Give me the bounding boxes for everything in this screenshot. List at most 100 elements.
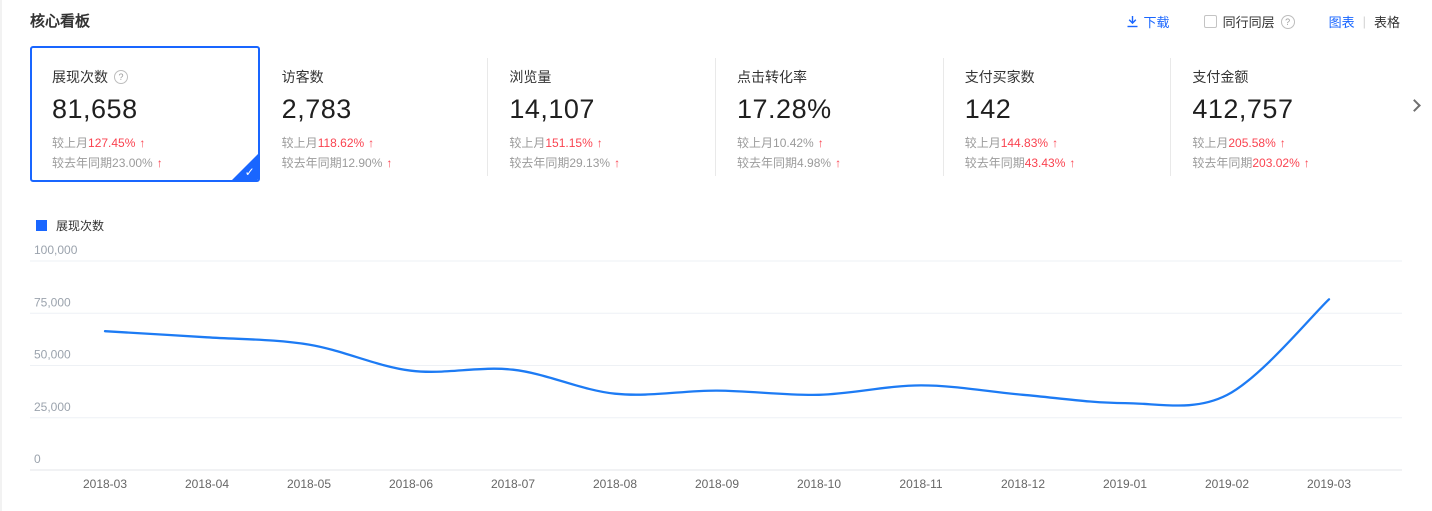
change-label: 较去年同期 xyxy=(737,156,798,170)
change-label: 较去年同期 xyxy=(1192,156,1253,170)
change-label: 较上月 xyxy=(964,136,1001,150)
metric-title: 支付买家数 xyxy=(964,69,1035,85)
change-label: 较上月 xyxy=(1192,136,1229,150)
metric-change-mom: 较上月10.42% ↑ xyxy=(737,134,943,151)
x-axis-tick-label: 2018-04 xyxy=(185,477,229,491)
change-label: 较上月 xyxy=(737,136,774,150)
arrow-up-icon: ↑ xyxy=(835,156,842,170)
change-label: 较去年同期 xyxy=(281,156,342,170)
metric-change-yoy: 较去年同期43.43% ↑ xyxy=(965,154,1171,171)
arrow-up-icon: ↑ xyxy=(1069,156,1076,170)
impressions-trend-line xyxy=(103,298,1331,407)
metric-card-impressions[interactable]: 展现次数? 81,658 较上月127.45% ↑ 较去年同期23.00% ↑ ✓ xyxy=(30,46,260,182)
x-axis-tick-label: 2019-01 xyxy=(1103,477,1147,491)
metric-title: 浏览量 xyxy=(509,69,552,85)
toolbar: 下载 同行同层 ? 图表 | 表格 xyxy=(1126,12,1400,31)
change-value: 23.00% xyxy=(112,156,153,170)
x-axis-tick-label: 2018-03 xyxy=(83,477,127,491)
trend-chart[interactable]: 0 25,000 50,000 75,000 100,000 2018-03 2018-04… xyxy=(30,238,1402,506)
arrow-up-icon: ↑ xyxy=(1279,136,1286,150)
legend-label: 展现次数 xyxy=(56,219,105,233)
arrow-up-icon: ↑ xyxy=(1052,136,1059,150)
x-axis-tick-label: 2018-12 xyxy=(1001,477,1045,491)
metric-change-yoy: 较去年同期23.00% ↑ xyxy=(52,154,258,171)
metric-title: 展现次数 xyxy=(52,69,108,85)
x-axis-tick-label: 2018-09 xyxy=(695,477,739,491)
download-label: 下载 xyxy=(1143,15,1170,30)
x-axis-tick-label: 2018-05 xyxy=(287,477,331,491)
x-axis-tick-label: 2018-11 xyxy=(899,477,942,491)
x-axis-tick-label: 2018-07 xyxy=(491,477,535,491)
metric-change-yoy: 较去年同期203.02% ↑ xyxy=(1192,154,1398,171)
legend-swatch-icon xyxy=(36,220,47,231)
metric-change-mom: 较上月127.45% ↑ xyxy=(52,134,258,151)
metric-card-pageviews[interactable]: 浏览量 14,107 较上月151.15% ↑ 较去年同期29.13% ↑ xyxy=(487,46,716,182)
y-axis-tick-label: 100,000 xyxy=(34,243,78,257)
change-value: 205.58% xyxy=(1228,136,1276,150)
arrow-up-icon: ↑ xyxy=(156,156,163,170)
change-value: 203.02% xyxy=(1252,156,1300,170)
change-value: 118.62% xyxy=(317,136,365,150)
check-icon: ✓ xyxy=(244,165,255,179)
metric-value: 81,658 xyxy=(52,94,138,124)
metric-value: 142 xyxy=(964,94,1012,124)
y-axis-tick-label: 50,000 xyxy=(34,348,71,362)
view-divider: | xyxy=(1362,14,1366,29)
metric-change-mom: 较上月118.62% ↑ xyxy=(282,134,488,151)
metric-change-mom: 较上月144.83% ↑ xyxy=(965,134,1171,151)
peer-compare-label: 同行同层 xyxy=(1222,15,1275,30)
download-icon xyxy=(1126,15,1139,28)
peer-compare-checkbox[interactable] xyxy=(1203,15,1217,28)
metric-value: 412,757 xyxy=(1192,94,1294,124)
metric-change-yoy: 较去年同期29.13% ↑ xyxy=(509,154,715,171)
metric-change-mom: 较上月205.58% ↑ xyxy=(1192,134,1398,151)
chevron-right-icon xyxy=(1408,99,1421,112)
peer-help-icon[interactable]: ? xyxy=(1280,14,1295,29)
metric-value: 2,783 xyxy=(281,94,352,124)
arrow-up-icon: ↑ xyxy=(386,156,393,170)
metric-card-paying-buyers[interactable]: 支付买家数 142 较上月144.83% ↑ 较去年同期43.43% ↑ xyxy=(942,46,1171,182)
x-axis-tick-label: 2018-08 xyxy=(593,477,637,491)
change-value: 144.83% xyxy=(1000,136,1049,150)
cards-next-button[interactable] xyxy=(1408,98,1424,114)
y-axis-tick-label: 75,000 xyxy=(34,295,71,309)
metric-change-yoy: 较去年同期12.90% ↑ xyxy=(282,154,488,171)
peer-compare-toggle[interactable]: 同行同层 ? xyxy=(1203,12,1295,31)
metric-card-visitors[interactable]: 访客数 2,783 较上月118.62% ↑ 较去年同期12.90% ↑ xyxy=(259,46,488,182)
view-table-tab[interactable]: 表格 xyxy=(1373,15,1400,30)
arrow-up-icon: ↑ xyxy=(1303,156,1310,170)
arrow-up-icon: ↑ xyxy=(817,136,824,150)
change-label: 较上月 xyxy=(509,136,546,150)
metric-help-icon[interactable]: ? xyxy=(114,70,128,84)
change-value: 127.45% xyxy=(88,136,136,150)
metric-value: 17.28% xyxy=(737,94,832,124)
metric-cards-row: 展现次数? 81,658 较上月127.45% ↑ 较去年同期23.00% ↑ ✓ 访客数 2,… xyxy=(30,46,1399,182)
x-axis-tick-label: 2018-10 xyxy=(797,477,841,491)
x-axis-tick-label: 2018-06 xyxy=(389,477,433,491)
metric-title: 访客数 xyxy=(281,69,324,85)
change-label: 较去年同期 xyxy=(509,156,570,170)
view-switcher: 图表 | 表格 xyxy=(1329,12,1400,31)
metric-card-payment-amount[interactable]: 支付金额 412,757 较上月205.58% ↑ 较去年同期203.02% ↑ xyxy=(1170,46,1399,182)
view-chart-tab[interactable]: 图表 xyxy=(1328,15,1355,30)
metric-change-yoy: 较去年同期4.98% ↑ xyxy=(737,154,943,171)
change-value: 4.98% xyxy=(797,156,832,170)
change-value: 151.15% xyxy=(545,136,593,150)
change-value: 10.42% xyxy=(773,136,814,150)
selected-corner-badge xyxy=(230,153,258,180)
download-button[interactable]: 下载 xyxy=(1126,12,1170,31)
x-axis-tick-label: 2019-02 xyxy=(1205,477,1249,491)
change-label: 较去年同期 xyxy=(52,156,113,170)
metric-title: 点击转化率 xyxy=(737,69,808,85)
arrow-up-icon: ↑ xyxy=(368,136,375,150)
y-axis-tick-label: 0 xyxy=(34,452,41,466)
arrow-up-icon: ↑ xyxy=(596,136,603,150)
change-value: 43.43% xyxy=(1024,156,1066,170)
x-axis-tick-label: 2019-03 xyxy=(1307,477,1351,491)
metric-card-click-conversion-rate[interactable]: 点击转化率 17.28% 较上月10.42% ↑ 较去年同期4.98% ↑ xyxy=(715,46,943,182)
metric-value: 14,107 xyxy=(509,94,595,124)
arrow-up-icon: ↑ xyxy=(614,156,621,170)
change-label: 较上月 xyxy=(281,136,318,150)
y-axis-tick-label: 25,000 xyxy=(34,400,71,414)
legend-item-impressions[interactable]: 展现次数 xyxy=(36,217,104,234)
